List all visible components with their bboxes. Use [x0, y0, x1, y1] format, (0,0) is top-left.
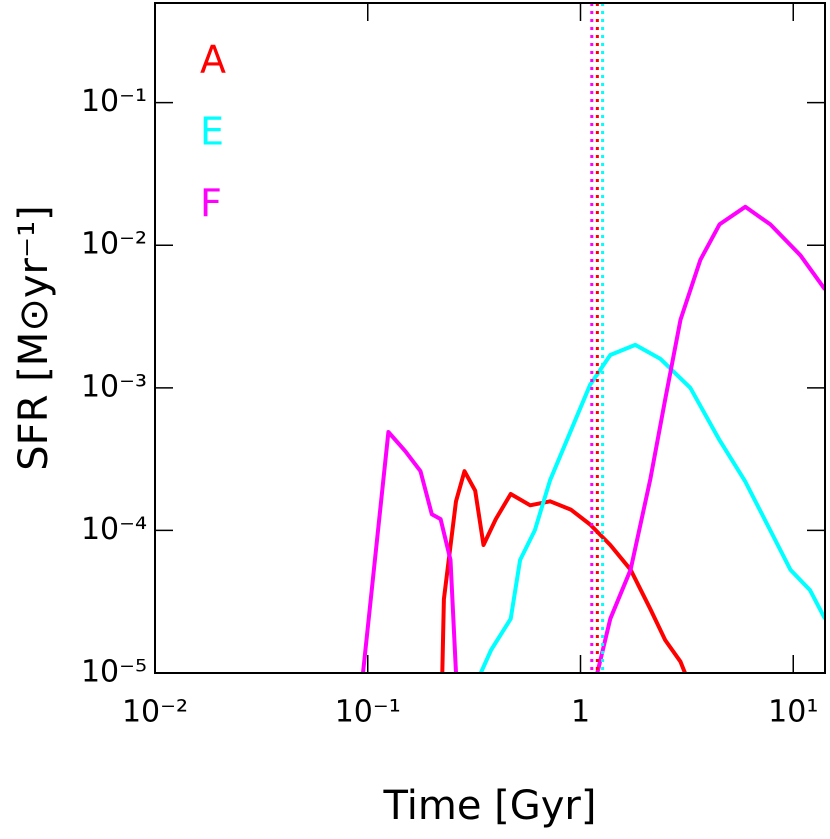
y-tick-label: 10⁻⁴ [81, 512, 147, 547]
x-tick-label: 10¹ [768, 695, 818, 730]
series-line [361, 204, 825, 673]
y-tick-label: 10⁻² [81, 227, 147, 262]
series-line [440, 469, 687, 673]
y-tick-label: 10⁻⁵ [81, 655, 147, 690]
y-tick-label: 10⁻³ [81, 369, 147, 404]
legend-label: E [200, 110, 224, 154]
legend-label: F [200, 182, 222, 226]
x-tick-label: 10⁻¹ [335, 695, 401, 730]
plot-frame [154, 2, 826, 674]
x-tick-label: 1 [571, 695, 590, 730]
y-axis-title: SFR [M⊙yr⁻¹] [11, 205, 57, 470]
series-line [478, 342, 825, 673]
x-tick-label: 10⁻² [122, 695, 188, 730]
x-axis-title: Time [Gyr] [383, 783, 597, 829]
y-tick-label: 10⁻¹ [81, 84, 147, 119]
legend-label: A [200, 38, 226, 82]
